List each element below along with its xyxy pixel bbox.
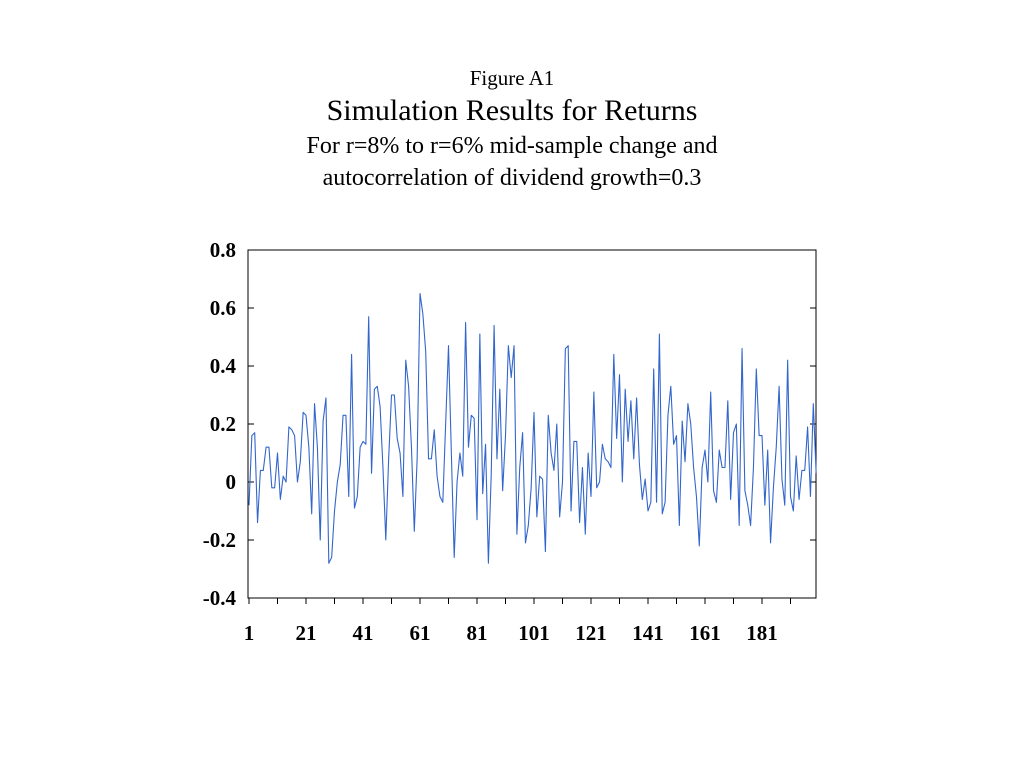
y-tick-label: 0.6 xyxy=(210,296,236,320)
y-tick-label: 0.2 xyxy=(210,412,236,436)
y-tick-label: 0.4 xyxy=(210,354,237,378)
y-tick-label: 0 xyxy=(226,470,237,494)
series-line xyxy=(248,292,817,564)
chart-subtitle-line-1: For r=8% to r=6% mid-sample change and xyxy=(306,133,718,159)
chart-title: Simulation Results for Returns xyxy=(326,94,698,127)
plot-frame xyxy=(247,249,817,599)
chart-subtitle-line-2: autocorrelation of dividend growth=0.3 xyxy=(322,165,702,191)
x-tick-label: 101 xyxy=(518,621,550,645)
figure-label: Figure A1 xyxy=(469,66,555,90)
x-tick-label: 21 xyxy=(296,621,317,645)
x-tick-label: 181 xyxy=(746,621,778,645)
x-tick-label: 1 xyxy=(244,621,255,645)
y-tick-label: -0.4 xyxy=(203,586,237,610)
x-tick-label: 41 xyxy=(353,621,374,645)
x-tick-label: 81 xyxy=(467,621,488,645)
x-tick-label: 61 xyxy=(410,621,431,645)
x-tick-label: 161 xyxy=(689,621,721,645)
figure-titles: Figure A1 Simulation Results for Returns… xyxy=(0,64,1024,194)
x-tick-label: 141 xyxy=(632,621,664,645)
x-tick-label: 121 xyxy=(575,621,607,645)
y-tick-label: -0.2 xyxy=(203,528,236,552)
y-tick-label: 0.8 xyxy=(210,238,236,262)
